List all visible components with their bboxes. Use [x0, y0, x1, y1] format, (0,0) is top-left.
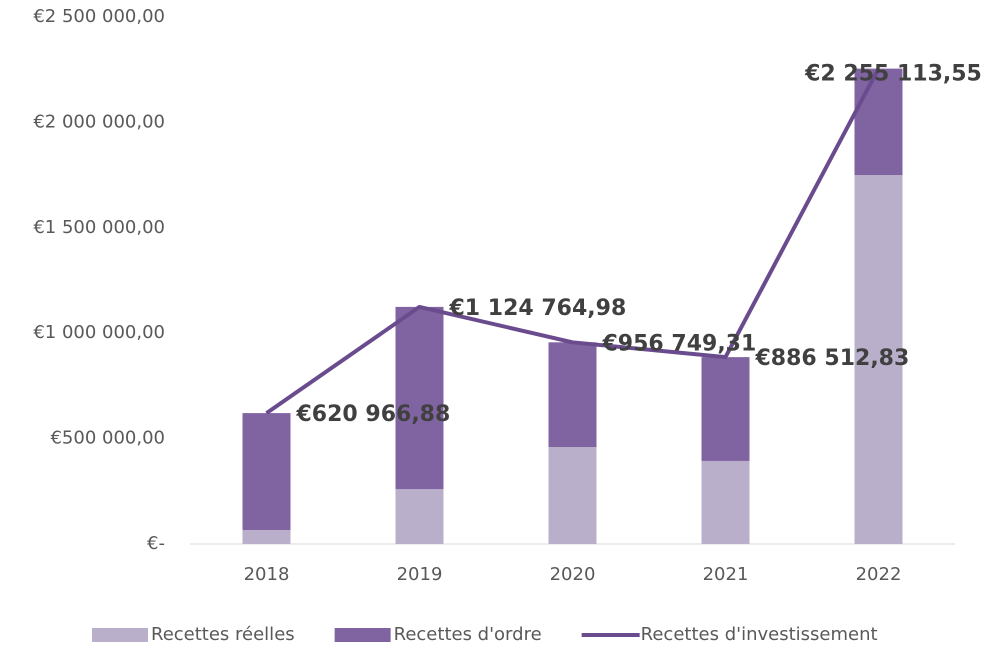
bar-segment: [395, 306, 444, 490]
y-tick-label: €500 000,00: [50, 428, 165, 449]
legend-label: Recettes réelles: [151, 624, 295, 645]
x-tick-label: 2018: [244, 564, 290, 585]
bar-segment: [548, 447, 597, 544]
bar-segment: [854, 175, 903, 544]
bar-segment: [854, 68, 903, 176]
data-label: €1 124 764,98: [449, 296, 627, 321]
x-tick-label: 2022: [856, 564, 902, 585]
y-tick-label: €2 500 000,00: [33, 6, 165, 27]
bar-segment: [395, 489, 444, 544]
legend-label: Recettes d'investissement: [641, 624, 878, 645]
data-label: €620 966,88: [296, 402, 451, 427]
data-label: €2 255 113,55: [804, 62, 982, 87]
legend-swatch: [92, 628, 148, 642]
bar-segment: [242, 530, 291, 544]
data-label: €956 749,31: [602, 331, 757, 356]
data-label: €886 512,83: [755, 346, 910, 371]
x-tick-label: 2020: [550, 564, 596, 585]
bar-segment: [701, 460, 750, 544]
y-tick-label: €2 000 000,00: [33, 111, 165, 132]
bar-segment: [548, 342, 597, 448]
legend-swatch: [334, 628, 391, 642]
legend-label: Recettes d'ordre: [394, 624, 542, 645]
bar-segment: [242, 413, 291, 531]
x-tick-label: 2021: [703, 564, 749, 585]
bar-segment: [701, 357, 750, 461]
y-tick-label: €1 000 000,00: [33, 322, 165, 343]
y-tick-label: €-: [147, 533, 165, 554]
line-series: [265, 67, 881, 415]
x-tick-label: 2019: [397, 564, 443, 585]
y-tick-label: €1 500 000,00: [33, 217, 165, 238]
